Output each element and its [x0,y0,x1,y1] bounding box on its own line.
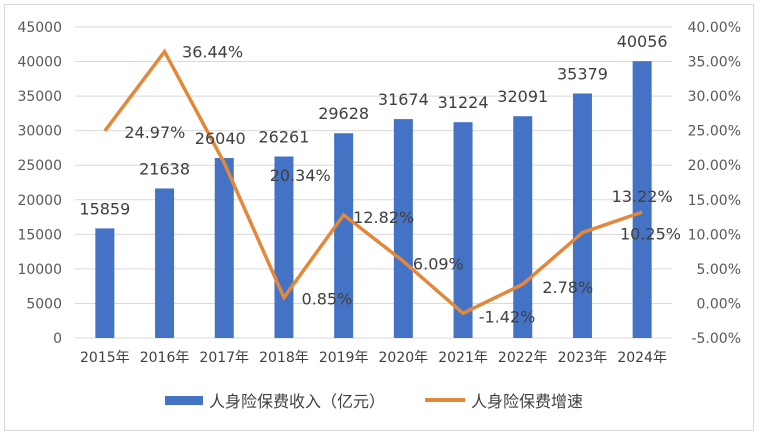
bar-data-label: 40056 [617,32,668,51]
chart-frame [4,4,754,431]
y-right-tick-label: 10.00% [688,227,741,243]
x-tick-label: 2017年 [199,350,249,366]
x-tick-label: 2015年 [80,350,130,366]
bar-data-label: 31674 [378,90,429,109]
y-left-tick-label: 0 [53,331,62,347]
bar-1 [155,188,175,338]
y-right-tick-label: 40.00% [688,20,741,36]
y-left-tick-label: 30000 [17,124,62,140]
y-right-tick-label: 35.00% [688,55,741,71]
x-tick-label: 2022年 [498,350,548,366]
x-tick-label: 2024年 [617,350,667,366]
legend: 人身险保费收入（亿元） 人身险保费增速 [165,388,583,412]
x-tick-label: 2023年 [558,350,608,366]
y-left-tick-label: 25000 [17,158,62,174]
bar-data-label: 31224 [438,93,489,112]
bar-data-label: 21638 [139,159,190,178]
line-data-label: 10.25% [620,225,681,244]
legend-swatch-premium [165,395,203,405]
y-right-tick-label: 15.00% [688,193,741,209]
legend-label-premium: 人身险保费收入（亿元） [209,392,386,411]
y-right-tick-label: 0.00% [697,296,741,312]
y-right-tick-label: 20.00% [688,158,741,174]
y-left-tick-label: 15000 [17,227,62,243]
bar-2 [214,158,234,338]
bar-9 [632,61,652,339]
line-data-label: 13.22% [612,187,673,206]
bar-0 [95,228,115,338]
bar-data-label: 15859 [79,199,130,218]
growth-line [103,48,643,316]
bar-7 [513,116,533,338]
line-data-label: 6.09% [413,254,464,273]
y-left-tick-label: 45000 [17,20,62,36]
bar-data-label: 35379 [557,64,608,83]
y-left-tick-label: 40000 [17,55,62,71]
line-data-label: 0.85% [302,290,353,309]
bar-6 [453,122,473,339]
y-right-tick-label: 25.00% [688,124,741,140]
line-data-label: 24.97% [124,123,185,142]
bar-8 [572,93,592,339]
line-data-label: 20.34% [270,166,331,185]
legend-label-growth: 人身险保费增速 [471,392,584,411]
bar-data-label: 26040 [195,129,246,148]
y-left-tick-label: 35000 [17,89,62,105]
line-data-label: 36.44% [182,43,243,62]
y-left-tick-label: 10000 [17,262,62,278]
bar-data-label: 29628 [318,104,369,123]
x-tick-label: 2020年 [379,350,429,366]
bar-4 [334,133,354,338]
legend-swatch-growth [425,398,466,402]
line-data-label: 2.78% [542,278,593,297]
bar-data-label: 26261 [258,128,309,147]
x-tick-label: 2021年 [438,350,488,366]
line-data-label: -1.42% [479,307,536,326]
y-right-tick-label: 5.00% [697,262,741,278]
x-tick-label: 2019年 [319,350,369,366]
x-tick-label: 2018年 [259,350,309,366]
x-tick-label: 2016年 [140,350,190,366]
bar-5 [393,119,413,338]
bar-data-label: 32091 [497,87,548,106]
y-left-tick-label: 20000 [17,193,62,209]
y-right-tick-label: -5.00% [691,331,741,347]
y-left-tick-label: 5000 [26,296,62,312]
line-data-label: 12.82% [353,208,414,227]
y-right-tick-label: 30.00% [688,89,741,105]
